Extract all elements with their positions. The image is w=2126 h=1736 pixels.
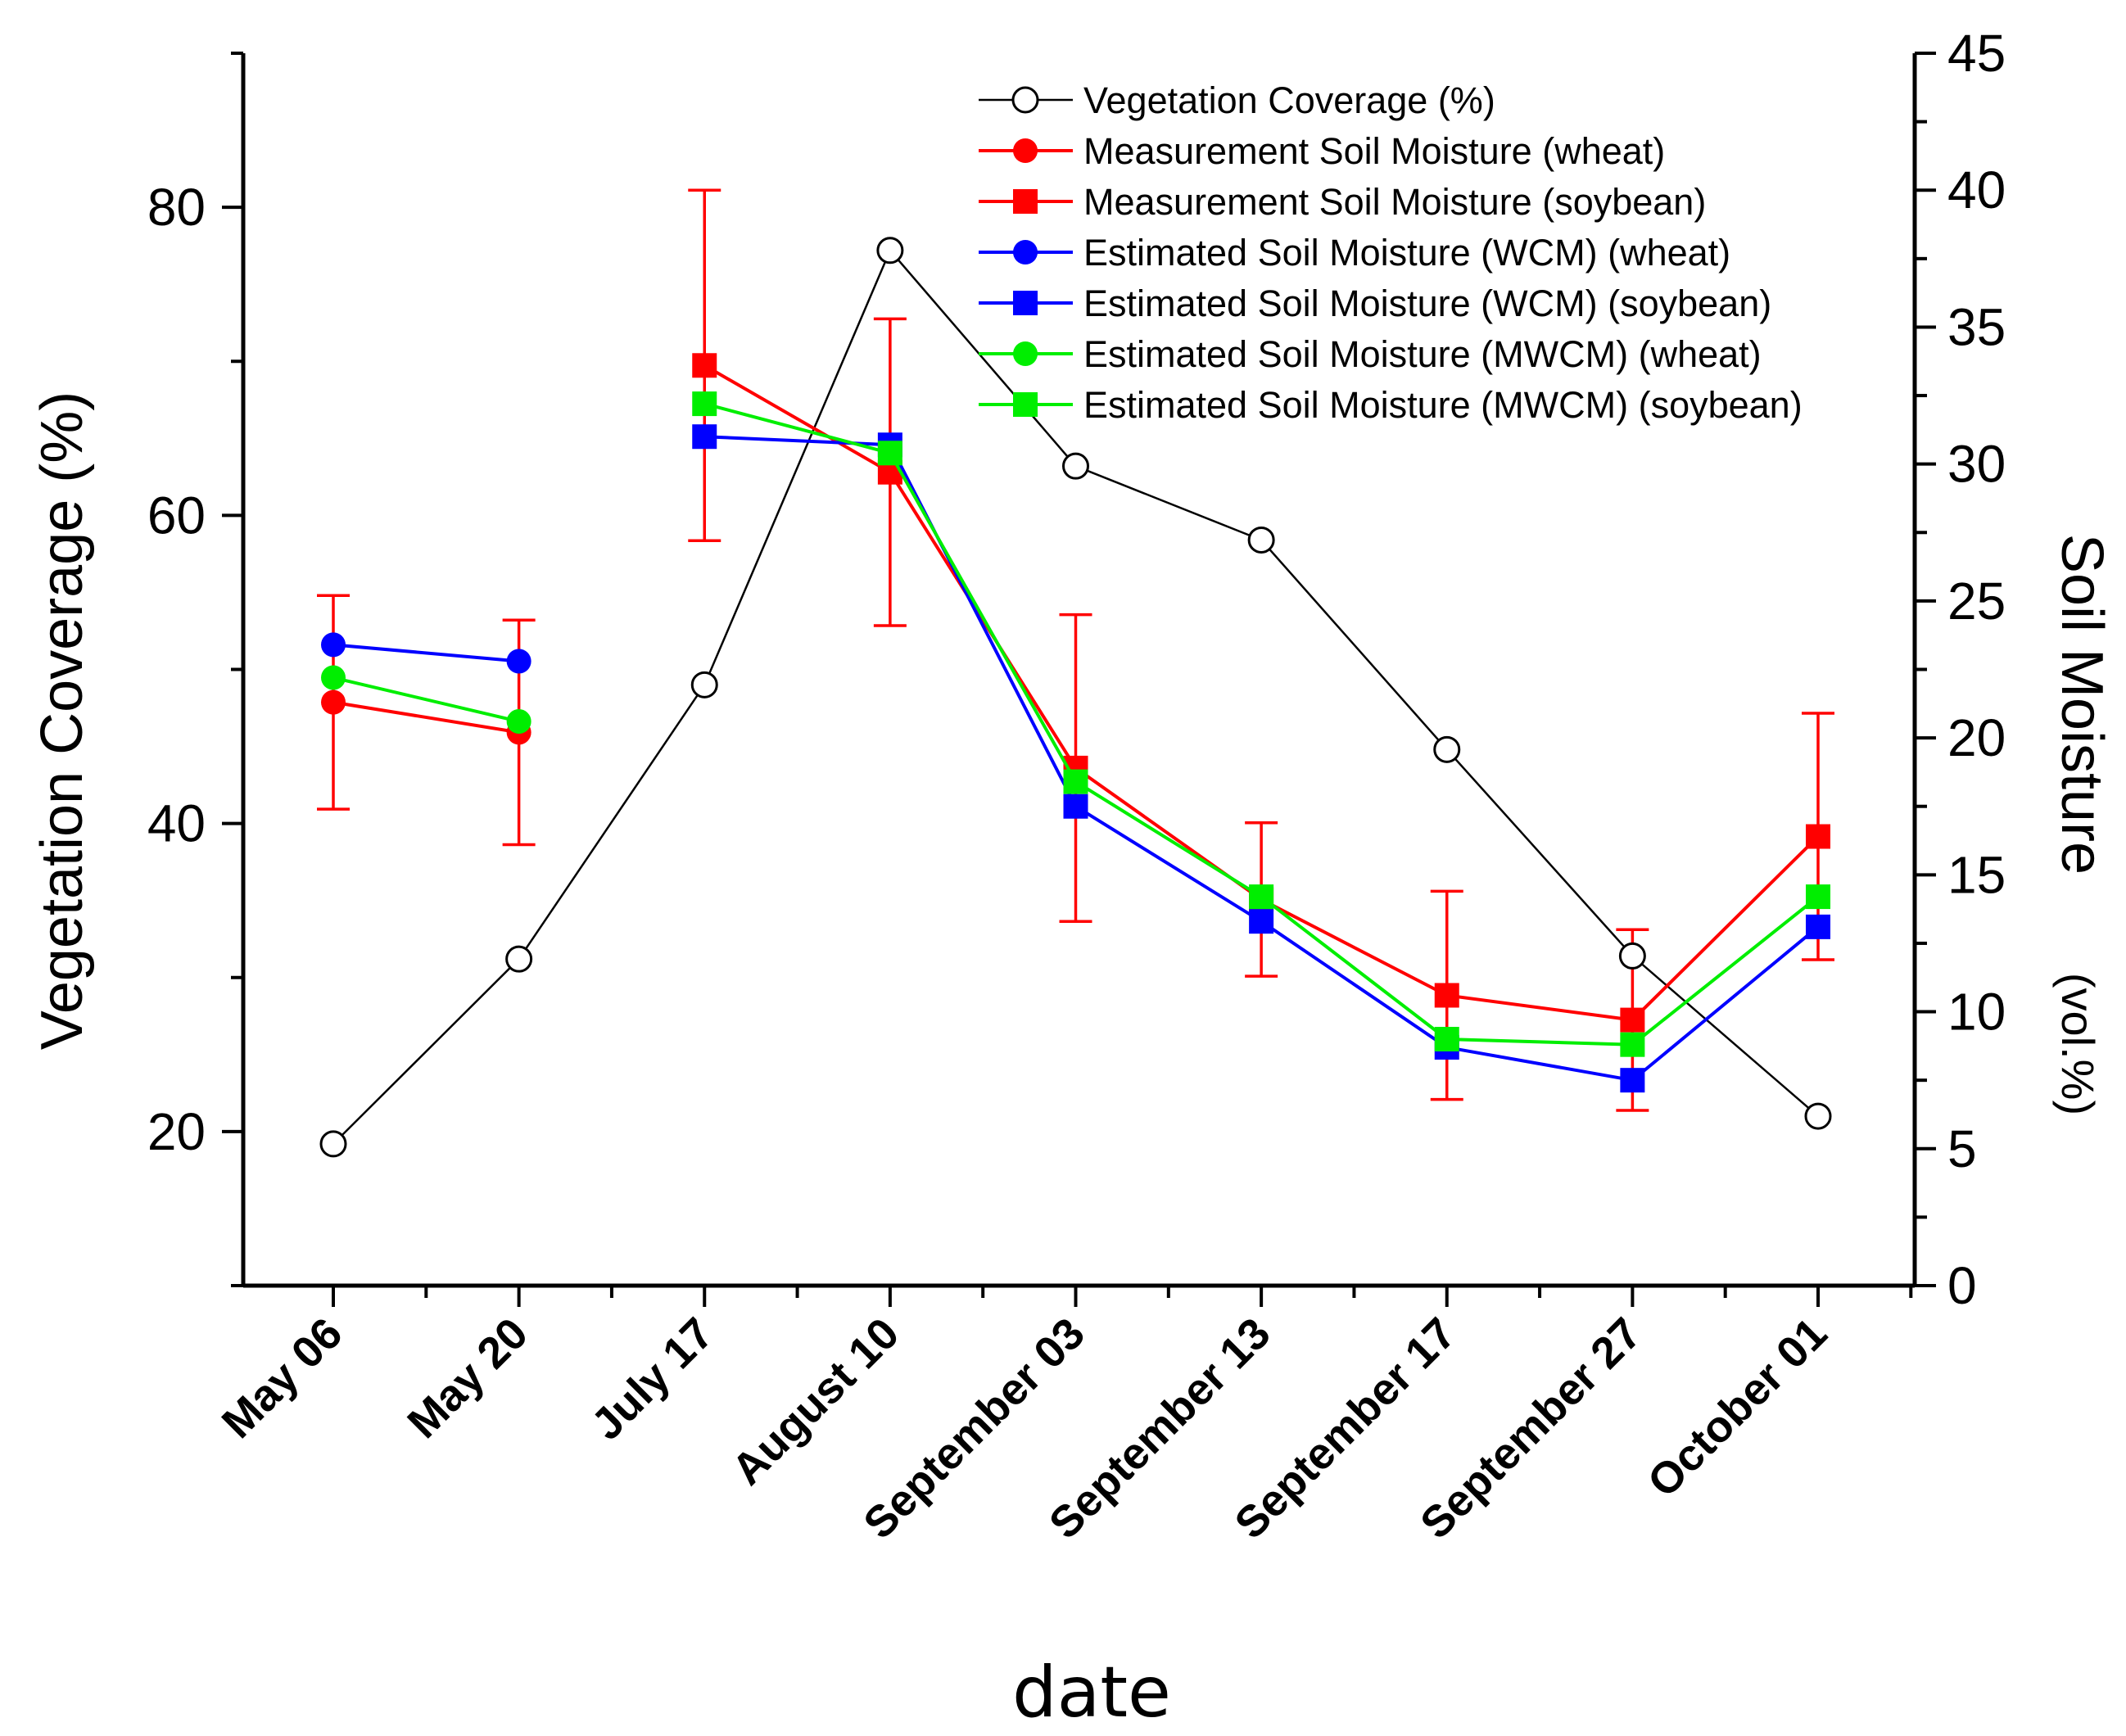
y-left-tick-label: 80 <box>147 178 206 237</box>
data-point-vegetation-coverage <box>505 945 533 973</box>
data-point-estimated-soil-moisture-mwcm-wheat <box>506 709 532 735</box>
y-left-tick-label: 40 <box>147 794 206 853</box>
y-right-tick-label: 5 <box>1947 1119 1977 1178</box>
y-axis-left-title: Vegetation Coverage (%) <box>29 391 95 1050</box>
data-point-vegetation-coverage <box>1433 735 1461 763</box>
legend-marker-measurement-soil-moisture-wheat <box>1013 138 1038 163</box>
legend-label: Vegetation Coverage (%) <box>1083 79 1495 121</box>
legend-marker-estimated-soil-moisture-wcm-wheat <box>1013 240 1038 264</box>
data-point-estimated-soil-moisture-mwcm-soybean <box>1063 769 1088 794</box>
y-right-tick-label: 45 <box>1947 24 2006 83</box>
y-right-tick-label: 40 <box>1947 160 2006 219</box>
legend-item-vegetation-coverage: Vegetation Coverage (%) <box>979 79 1495 121</box>
data-point-estimated-soil-moisture-mwcm-soybean <box>1806 884 1830 910</box>
y-left-tick-label: 60 <box>147 486 206 545</box>
x-tick-label: May 06 <box>213 1309 352 1448</box>
data-point-vegetation-coverage <box>1804 1102 1832 1130</box>
data-point-measurement-soil-moisture-soybean <box>1806 824 1830 849</box>
y-right-tick-label: 10 <box>1947 983 2006 1042</box>
legend-item-measurement-soil-moisture-soybean: Measurement Soil Moisture (soybean) <box>979 181 1706 223</box>
x-tick-label: August 10 <box>722 1309 908 1494</box>
y-right-tick-label: 20 <box>1947 708 2006 767</box>
legend: Vegetation Coverage (%) Measurement Soil … <box>979 79 1803 426</box>
data-point-estimated-soil-moisture-mwcm-soybean <box>877 441 902 466</box>
data-point-measurement-soil-moisture-soybean <box>1434 983 1459 1008</box>
y-right-tick-label: 25 <box>1947 572 2006 631</box>
data-point-measurement-soil-moisture-wheat <box>321 689 346 715</box>
legend-label: Estimated Soil Moisture (WCM) (soybean) <box>1083 283 1771 324</box>
legend-label: Measurement Soil Moisture (soybean) <box>1083 181 1706 223</box>
y-right-tick-label: 0 <box>1947 1256 1977 1315</box>
series-vegetation-coverage <box>319 237 1832 1158</box>
data-point-estimated-soil-moisture-mwcm-soybean <box>1620 1032 1645 1057</box>
data-point-vegetation-coverage <box>1062 452 1089 480</box>
data-point-vegetation-coverage <box>1618 942 1646 970</box>
data-point-estimated-soil-moisture-mwcm-soybean <box>1249 884 1274 910</box>
series-layer <box>317 188 1834 1158</box>
y-axis-right-title-text: Soil Moisture <box>2049 534 2115 875</box>
legend-label: Estimated Soil Moisture (WCM) (wheat) <box>1083 232 1730 274</box>
x-axis-title: date <box>1012 1652 1171 1734</box>
data-point-vegetation-coverage <box>690 671 718 698</box>
data-point-vegetation-coverage <box>319 1130 347 1158</box>
y-right-tick-label: 15 <box>1947 845 2006 904</box>
series-line-estimated-soil-moisture-mwcm-wheat <box>332 676 520 723</box>
y-axis-right-title: Soil Moisture (vol.%) <box>2049 534 2115 1115</box>
legend-item-estimated-soil-moisture-mwcm-soybean: Estimated Soil Moisture (MWCM) (soybean) <box>979 384 1803 426</box>
data-point-estimated-soil-moisture-mwcm-wheat <box>321 665 346 690</box>
series-estimated-soil-moisture-mwcm-soybean <box>692 391 1830 1057</box>
x-tick-label: October 01 <box>1639 1309 1837 1507</box>
legend-label: Measurement Soil Moisture (wheat) <box>1083 130 1665 172</box>
legend-item-measurement-soil-moisture-wheat: Measurement Soil Moisture (wheat) <box>979 130 1665 172</box>
series-estimated-soil-moisture-mwcm-wheat <box>321 665 532 735</box>
legend-marker-estimated-soil-moisture-mwcm-wheat <box>1013 341 1038 366</box>
legend-item-estimated-soil-moisture-mwcm-wheat: Estimated Soil Moisture (MWCM) (wheat) <box>979 333 1762 375</box>
series-line-measurement-soil-moisture-wheat <box>332 700 519 735</box>
legend-marker-estimated-soil-moisture-wcm-soybean <box>1013 291 1038 315</box>
data-point-estimated-soil-moisture-mwcm-soybean <box>692 391 717 417</box>
legend-marker-vegetation-coverage <box>1011 86 1039 114</box>
legend-item-estimated-soil-moisture-wcm-wheat: Estimated Soil Moisture (WCM) (wheat) <box>979 232 1730 274</box>
data-point-estimated-soil-moisture-wcm-soybean <box>1806 914 1830 939</box>
series-line-estimated-soil-moisture-wcm-wheat <box>332 643 519 663</box>
data-point-estimated-soil-moisture-wcm-soybean <box>1249 909 1274 934</box>
data-point-estimated-soil-moisture-wcm-soybean <box>1620 1068 1645 1093</box>
y-axis-right-unit: (vol.%) <box>2052 973 2104 1115</box>
data-point-estimated-soil-moisture-wcm-soybean <box>1063 793 1088 819</box>
legend-label: Estimated Soil Moisture (MWCM) (soybean) <box>1083 384 1803 426</box>
data-point-estimated-soil-moisture-wcm-wheat <box>506 649 532 674</box>
x-tick-label: July 17 <box>582 1309 723 1449</box>
data-point-estimated-soil-moisture-wcm-soybean <box>692 424 717 450</box>
y-right-tick-label: 30 <box>1947 435 2006 494</box>
data-point-estimated-soil-moisture-wcm-wheat <box>321 632 346 658</box>
series-estimated-soil-moisture-wcm-wheat <box>321 632 532 674</box>
y-right-tick-label: 35 <box>1947 297 2006 356</box>
legend-label: Estimated Soil Moisture (MWCM) (wheat) <box>1083 333 1762 375</box>
data-point-vegetation-coverage <box>1247 526 1275 554</box>
data-point-estimated-soil-moisture-mwcm-soybean <box>1434 1027 1459 1051</box>
data-point-vegetation-coverage <box>876 237 904 264</box>
legend-marker-estimated-soil-moisture-mwcm-soybean <box>1013 392 1038 417</box>
legend-item-estimated-soil-moisture-wcm-soybean: Estimated Soil Moisture (WCM) (soybean) <box>979 283 1771 324</box>
x-tick-label: May 20 <box>398 1309 537 1448</box>
data-point-measurement-soil-moisture-soybean <box>1620 1007 1645 1033</box>
legend-marker-measurement-soil-moisture-soybean <box>1013 189 1038 214</box>
data-point-measurement-soil-moisture-soybean <box>692 353 717 378</box>
y-left-tick-label: 20 <box>147 1102 206 1161</box>
